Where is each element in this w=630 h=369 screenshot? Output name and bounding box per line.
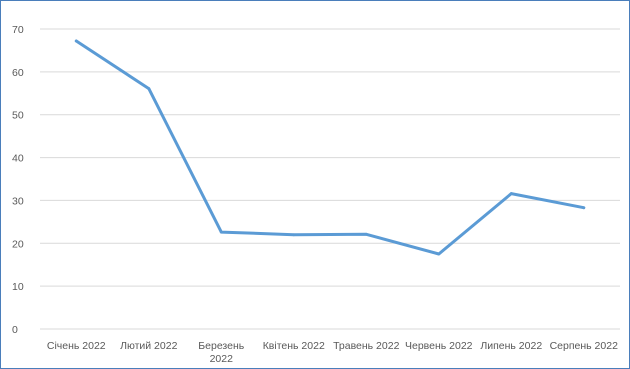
data-point bbox=[74, 39, 78, 43]
y-tick-label: 10 bbox=[12, 281, 24, 293]
x-tick-label: Липень 2022 bbox=[480, 340, 542, 352]
y-tick-label: 60 bbox=[12, 67, 24, 79]
x-tick-label: Серпень 2022 bbox=[550, 340, 618, 352]
y-tick-label: 30 bbox=[12, 195, 24, 207]
x-tick-label: Січень 2022 bbox=[47, 340, 106, 352]
y-tick-label: 70 bbox=[12, 24, 24, 36]
y-tick-label: 20 bbox=[12, 238, 24, 250]
y-tick-label: 50 bbox=[12, 110, 24, 122]
data-point bbox=[147, 87, 151, 90]
data-point bbox=[582, 206, 586, 210]
y-tick-label: 0 bbox=[12, 324, 18, 336]
data-point bbox=[219, 230, 223, 234]
x-tick-label: Квітень 2022 bbox=[263, 340, 325, 352]
series-line-0 bbox=[74, 39, 586, 256]
x-tick-label: Лютий 2022 bbox=[120, 340, 178, 352]
y-tick-label: 40 bbox=[12, 153, 24, 165]
data-point bbox=[292, 233, 296, 237]
data-point bbox=[437, 252, 441, 256]
x-tick-label: Березень 2022 bbox=[198, 340, 245, 365]
x-tick-label: Червень 2022 bbox=[405, 340, 473, 352]
data-point bbox=[364, 232, 368, 236]
data-point bbox=[509, 192, 513, 195]
x-tick-label: Травень 2022 bbox=[333, 340, 400, 352]
